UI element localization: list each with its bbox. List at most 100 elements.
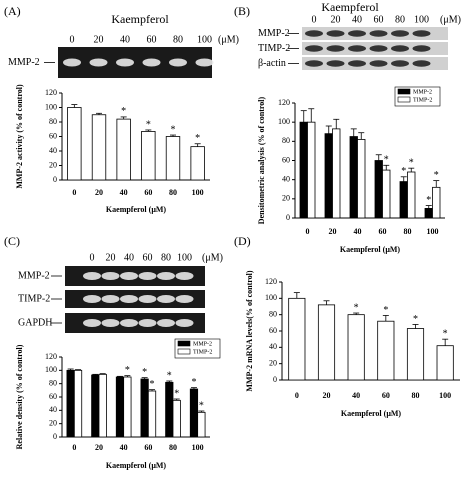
lane-label: 100 <box>197 34 212 45</box>
x-tick-label: 60 <box>144 443 152 452</box>
blot-row-label: GAPDH <box>18 317 52 328</box>
blot-band <box>369 60 388 67</box>
lane-label: 20 <box>331 14 341 25</box>
bar <box>66 369 75 438</box>
blot-band <box>326 30 345 37</box>
blot-band <box>120 319 138 327</box>
x-tick-label: 0 <box>295 391 299 400</box>
x-tick-label: 100 <box>439 391 451 400</box>
bar <box>147 390 157 438</box>
y-tick-label: 0 <box>53 175 57 184</box>
blot-row-label: TIMP-2 <box>18 293 50 304</box>
y-tick-label: 80 <box>49 117 57 126</box>
y-tick-label: 60 <box>269 326 277 335</box>
lane-label: 20 <box>106 252 116 263</box>
blot-band <box>138 272 157 280</box>
panel-label: (A) <box>4 4 21 18</box>
bar <box>91 374 100 438</box>
significance: * <box>413 314 418 325</box>
blot-row <box>58 47 212 78</box>
bar <box>123 376 132 438</box>
x-axis-label: Kaempferol (μM) <box>106 205 166 214</box>
bar <box>172 399 181 438</box>
y-tick-label: 120 <box>45 352 57 361</box>
lane-unit: (μM) <box>440 14 461 25</box>
legend-swatch <box>397 96 411 103</box>
bar <box>349 136 358 219</box>
lane-label: 60 <box>143 252 153 263</box>
bar <box>432 186 441 219</box>
blot-band <box>83 295 101 303</box>
lane-label: 20 <box>94 34 104 45</box>
significance: * <box>171 124 176 135</box>
significance: * <box>401 166 406 177</box>
y-tick-label: 40 <box>282 174 290 183</box>
y-tick-label: 60 <box>49 392 57 401</box>
x-tick-label: 20 <box>95 188 103 197</box>
y-tick-label: 40 <box>49 146 57 155</box>
x-tick-label: 60 <box>382 391 390 400</box>
x-axis-label: Kaempferol (μM) <box>341 409 401 418</box>
lane-label: 40 <box>120 34 130 45</box>
panel-label: (B) <box>234 4 250 18</box>
bar <box>67 107 82 181</box>
y-tick-label: 100 <box>45 102 57 111</box>
significance: * <box>195 133 200 144</box>
significance: * <box>434 170 439 181</box>
bar <box>424 208 433 219</box>
blot-band <box>101 272 120 280</box>
bar <box>197 411 206 438</box>
blot-band <box>142 58 161 67</box>
significance: * <box>121 106 126 117</box>
panel-label: (C) <box>4 234 20 248</box>
lane-label: 0 <box>90 252 95 263</box>
significance: * <box>191 377 196 388</box>
y-axis-label: Relative density (% of control) <box>15 344 24 449</box>
y-tick-label: 0 <box>286 213 290 222</box>
y-tick-label: 120 <box>278 98 290 107</box>
blot-row-label: MMP-2 <box>18 270 50 281</box>
blot-band <box>116 58 134 67</box>
bar <box>382 169 391 219</box>
significance: * <box>443 328 448 339</box>
lane-label: 100 <box>177 252 192 263</box>
blot-band <box>412 60 431 67</box>
lane-label: 60 <box>374 14 384 25</box>
x-tick-label: 40 <box>120 188 128 197</box>
blot-band <box>157 319 175 327</box>
significance: * <box>384 155 389 166</box>
significance: * <box>125 365 130 376</box>
legend-label: TIMP-2 <box>193 349 212 355</box>
lane-label: 80 <box>173 34 183 45</box>
y-tick-label: 80 <box>49 378 57 387</box>
bar <box>98 373 107 438</box>
significance: * <box>409 157 414 168</box>
blot-band <box>369 45 388 52</box>
blot-band <box>138 319 157 327</box>
y-tick-label: 60 <box>49 131 57 140</box>
x-tick-label: 40 <box>354 227 362 236</box>
bar <box>299 121 308 219</box>
x-tick-label: 60 <box>144 188 152 197</box>
lane-label: 80 <box>395 14 405 25</box>
y-axis-label: MMP-2 mRNA levels(% of control) <box>245 270 254 391</box>
x-tick-label: 0 <box>72 188 76 197</box>
x-axis-label: Kaempferol (μM) <box>340 245 400 254</box>
bar <box>377 320 395 381</box>
bar <box>91 114 107 181</box>
blot-band <box>412 45 431 52</box>
blot-band <box>138 295 157 303</box>
blot-band <box>175 319 194 327</box>
bar <box>436 345 454 381</box>
blot-band <box>391 30 409 37</box>
y-tick-label: 40 <box>49 405 57 414</box>
bar <box>190 146 205 181</box>
x-tick-label: 20 <box>323 391 331 400</box>
x-tick-label: 60 <box>379 227 387 236</box>
bar <box>116 118 131 181</box>
y-tick-label: 40 <box>269 342 277 351</box>
lane-unit: (μM) <box>218 34 239 45</box>
blot-row-label: MMP-2 <box>258 28 290 39</box>
blot-band <box>101 295 120 303</box>
bar <box>332 128 341 219</box>
